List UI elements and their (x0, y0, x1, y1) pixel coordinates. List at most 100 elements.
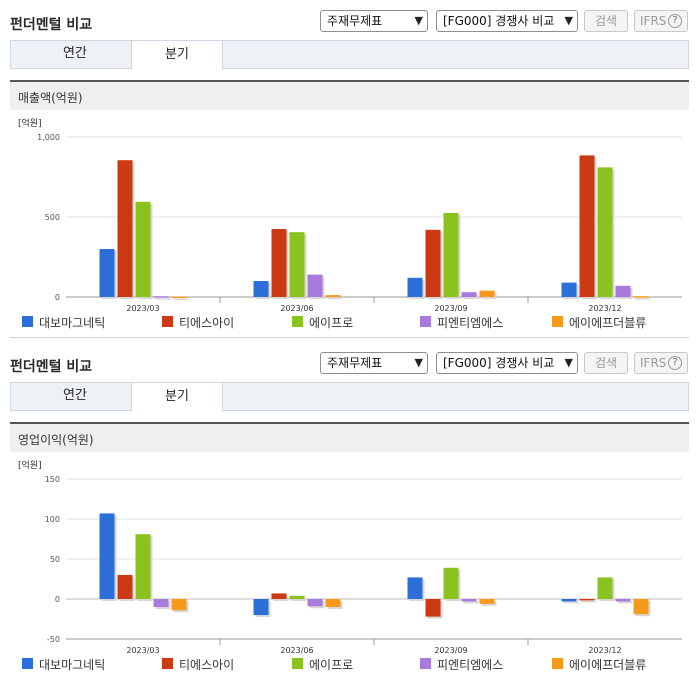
bar (407, 277, 423, 297)
statement-select[interactable]: 주재무제표 ▼ (320, 352, 428, 374)
y-tick-label: -50 (47, 635, 60, 644)
chevron-down-icon: ▼ (414, 14, 423, 27)
legend-label: 대보마그네틱 (39, 316, 106, 330)
bar-shadow (327, 297, 343, 299)
bar (271, 229, 287, 297)
revenue-chart: [억원] 0 500 1,000 2023/03 2023/06 2023/09 2023/1… (10, 113, 689, 336)
tab-annual[interactable]: 연간 (63, 388, 87, 403)
legend-swatch (162, 316, 173, 327)
bar (633, 599, 649, 615)
compare-select[interactable]: [FG000] 경쟁사 비교 ▼ (436, 352, 578, 374)
period-tabs: 연간 분기 (10, 40, 689, 70)
bar (579, 155, 595, 297)
bar (171, 599, 187, 611)
x-tick-label: 2023/12 (588, 304, 621, 313)
bar (289, 595, 305, 599)
bar (153, 599, 169, 607)
bar (561, 599, 577, 602)
legend-label: 티에스아이 (179, 658, 235, 672)
bar (461, 599, 477, 602)
bar (615, 599, 631, 602)
legend-label: 대보마그네틱 (39, 658, 106, 672)
x-tick-label: 2023/06 (280, 646, 313, 655)
tab-quarterly[interactable]: 분기 (131, 382, 223, 412)
y-tick-label: 0 (55, 293, 60, 302)
bar (407, 577, 423, 599)
chevron-down-icon: ▼ (564, 356, 573, 369)
y-tick-label: 1,000 (37, 133, 60, 142)
legend-swatch (420, 316, 431, 327)
section-header: 영업이익(억원) (10, 422, 689, 452)
bar-shadow (563, 601, 579, 604)
bar (597, 577, 613, 599)
bar (271, 593, 287, 599)
unit-label: [억원] (18, 117, 42, 129)
y-tick-label: 50 (50, 555, 60, 564)
bar (253, 281, 269, 297)
tab-quarterly[interactable]: 분기 (131, 40, 223, 70)
compare-select-value: [FG000] 경쟁사 비교 (443, 14, 555, 28)
x-tick-label: 2023/09 (434, 646, 467, 655)
bar (561, 282, 577, 297)
unit-label: [억원] (18, 459, 42, 471)
panel-title: 펀더멘털 비교 (10, 359, 93, 375)
y-tick-label: 0 (55, 595, 60, 604)
bar (307, 274, 323, 297)
compare-select[interactable]: [FG000] 경쟁사 비교 ▼ (436, 10, 578, 32)
bar (325, 295, 341, 297)
bar (425, 229, 441, 297)
bar (425, 599, 441, 617)
search-button[interactable]: 검색 (584, 352, 628, 374)
y-tick-label: 100 (45, 515, 60, 524)
section-header: 매출액(억원) (10, 80, 689, 110)
x-tick-label: 2023/06 (280, 304, 313, 313)
ifrs-label: IFRS (640, 356, 667, 370)
section-title: 영업이익(억원) (18, 433, 94, 447)
bar (479, 290, 495, 297)
help-icon: ? (668, 356, 682, 370)
x-tick-label: 2023/09 (434, 304, 467, 313)
tab-annual[interactable]: 연간 (63, 46, 87, 61)
bar (633, 296, 649, 298)
search-button[interactable]: 검색 (584, 10, 628, 32)
legend-swatch (552, 316, 563, 327)
bar (615, 285, 631, 297)
bar (325, 599, 341, 607)
legend-swatch (162, 658, 173, 669)
ifrs-button[interactable]: IFRS ? (634, 352, 688, 374)
ifrs-button[interactable]: IFRS ? (634, 10, 688, 32)
legend-label: 피엔티엠에스 (437, 658, 504, 672)
operating-income-chart: [억원] -50 0 50 100 150 2023/03 2023/06 2023/09 202… (10, 455, 689, 678)
legend-label: 피엔티엠에스 (437, 316, 504, 330)
bar (99, 513, 115, 599)
bar (117, 575, 133, 599)
chevron-down-icon: ▼ (564, 14, 573, 27)
panel-title: 펀더멘털 비교 (10, 17, 93, 33)
bar (253, 599, 269, 615)
bar-shadow (155, 298, 171, 300)
operating-income-chart-svg: [억원] -50 0 50 100 150 2023/03 2023/06 2023/09 202… (18, 459, 682, 655)
help-icon: ? (668, 14, 682, 28)
bar-shadow (581, 601, 597, 603)
bar (289, 232, 305, 297)
legend-swatch (420, 658, 431, 669)
bar (117, 160, 133, 297)
section-title: 매출액(억원) (18, 91, 83, 105)
x-tick-label: 2023/03 (126, 646, 159, 655)
legend-label: 에이프로 (309, 658, 354, 672)
x-tick-label: 2023/03 (126, 304, 159, 313)
bar (597, 167, 613, 297)
revenue-chart-svg: [억원] 0 500 1,000 2023/03 2023/06 2023/09 2023/1… (18, 117, 682, 313)
statement-select[interactable]: 주재무제표 ▼ (320, 10, 428, 32)
legend-label: 에이에프더블류 (569, 658, 647, 672)
bar (135, 201, 151, 297)
legend-label: 티에스아이 (179, 316, 235, 330)
statement-select-value: 주재무제표 (327, 14, 383, 28)
compare-select-value: [FG000] 경쟁사 비교 (443, 356, 555, 370)
bar (153, 296, 169, 298)
ifrs-label: IFRS (640, 14, 667, 28)
divider (10, 337, 689, 338)
x-tick-label: 2023/12 (588, 646, 621, 655)
legend-swatch (292, 316, 303, 327)
chevron-down-icon: ▼ (414, 356, 423, 369)
